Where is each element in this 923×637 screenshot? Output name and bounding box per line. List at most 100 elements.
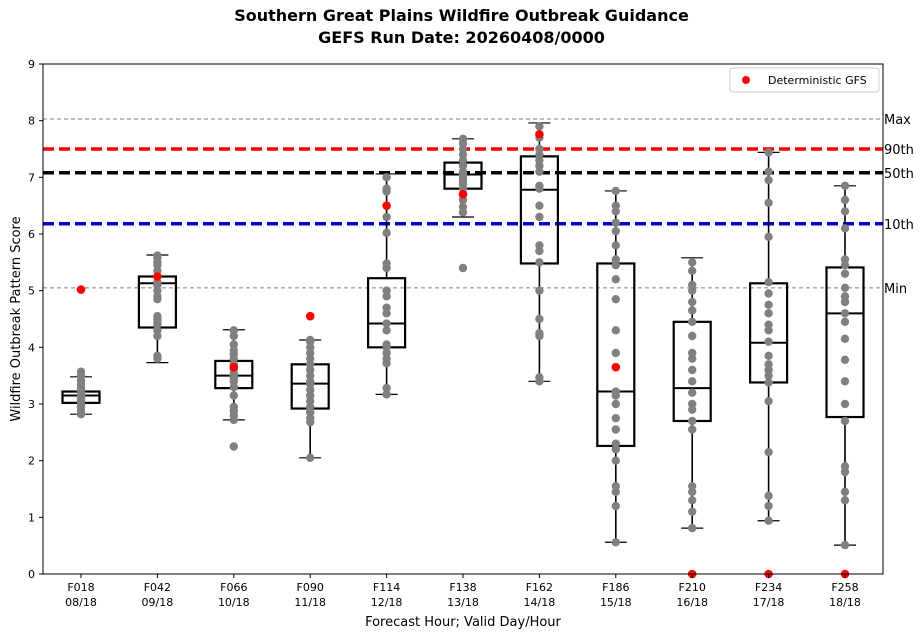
ref-label-90th: 90th	[884, 143, 914, 158]
deterministic-gfs-point	[229, 362, 239, 372]
ensemble-member-point	[611, 538, 620, 547]
ensemble-member-point	[611, 387, 620, 396]
ensemble-member-point	[382, 184, 391, 193]
x-tick-sublabel: 09/18	[142, 596, 174, 609]
ensemble-member-point	[840, 255, 850, 264]
deterministic-gfs-point	[305, 311, 315, 321]
ensemble-member-point	[535, 144, 544, 154]
ensemble-member-point	[229, 402, 238, 412]
ensemble-member-point	[840, 181, 850, 191]
ensemble-member-point	[764, 148, 773, 157]
ensemble-member-point	[840, 496, 850, 505]
ensemble-member-point	[688, 416, 697, 426]
ensemble-member-point	[535, 201, 544, 210]
box-group-f234	[748, 148, 789, 579]
ref-label-max: Max	[884, 113, 911, 128]
ensemble-member-point	[764, 447, 773, 457]
ensemble-member-point	[764, 277, 773, 287]
ensemble-member-point	[611, 399, 620, 409]
ensemble-member-point	[382, 383, 391, 393]
ensemble-member-point	[382, 326, 391, 335]
x-axis-label: Forecast Hour; Valid Day/Hour	[365, 615, 561, 630]
deterministic-gfs-point	[153, 272, 162, 281]
ensemble-member-point	[535, 181, 544, 191]
y-tick-label: 6	[28, 228, 35, 241]
ensemble-member-point	[535, 258, 544, 267]
ensemble-member-point	[764, 351, 773, 361]
ensemble-member-point	[153, 251, 162, 260]
ensemble-member-point	[764, 501, 773, 511]
ensemble-member-point	[382, 390, 391, 399]
box-group-f186	[596, 186, 636, 547]
ensemble-member-point	[535, 241, 544, 250]
x-tick-sublabel: 11/18	[294, 596, 326, 609]
ensemble-member-point	[611, 456, 620, 465]
ensemble-member-point	[764, 300, 773, 310]
ensemble-member-point	[840, 283, 850, 293]
deterministic-gfs-point	[611, 362, 621, 372]
ensemble-member-point	[764, 396, 773, 406]
ensemble-member-point	[611, 186, 620, 196]
ensemble-member-point	[535, 286, 544, 295]
y-tick-label: 4	[28, 341, 35, 354]
ensemble-member-point	[840, 355, 850, 364]
box-group-f090	[290, 311, 330, 463]
ref-label-min: Min	[884, 282, 907, 297]
ensemble-member-point	[840, 399, 850, 409]
deterministic-gfs-point	[382, 201, 391, 210]
ensemble-member-point	[458, 202, 468, 211]
ensemble-member-point	[764, 175, 773, 185]
ensemble-member-point	[764, 378, 773, 387]
ensemble-member-point	[764, 232, 773, 242]
box-group-f210	[672, 257, 712, 579]
ref-label-50th: 50th	[884, 167, 914, 182]
ensemble-member-point	[764, 320, 773, 329]
ensemble-member-point	[764, 337, 773, 346]
ensemble-member-point	[153, 351, 162, 361]
box-group-f162	[519, 122, 560, 386]
deterministic-gfs-point	[535, 129, 544, 139]
ensemble-member-point	[611, 275, 620, 284]
ensemble-member-point	[764, 309, 773, 318]
ensemble-member-point	[382, 212, 391, 222]
x-tick-label: F018	[67, 581, 94, 594]
ensemble-member-point	[153, 311, 162, 321]
ref-label-10th: 10th	[884, 218, 914, 233]
ensemble-member-point	[535, 212, 544, 222]
ensemble-member-point	[688, 280, 697, 290]
ensemble-member-point	[688, 365, 697, 375]
ensemble-member-point	[688, 377, 697, 386]
ensemble-member-point	[535, 373, 544, 382]
ensemble-member-point	[611, 255, 620, 264]
ensemble-member-point	[611, 241, 620, 250]
y-axis: 0 1 2 3 4 5 6 7 8 9	[28, 58, 43, 581]
deterministic-gfs-point	[458, 190, 468, 199]
ensemble-member-point	[764, 516, 773, 525]
ensemble-member-point	[688, 297, 697, 307]
ensemble-member-point	[840, 309, 850, 318]
y-tick-label: 3	[28, 398, 35, 411]
ensemble-member-point	[840, 207, 850, 216]
y-tick-label: 0	[28, 568, 35, 581]
y-tick-label: 7	[28, 171, 35, 184]
ensemble-member-point	[611, 326, 620, 335]
ensemble-member-point	[688, 399, 697, 409]
ensemble-member-point	[382, 319, 391, 328]
box-group-f138	[443, 134, 483, 273]
ensemble-member-point	[688, 317, 697, 327]
ensemble-member-point	[764, 491, 773, 500]
x-tick-label: F210	[679, 581, 706, 594]
ensemble-member-point	[611, 439, 620, 448]
x-tick-label: F162	[526, 581, 553, 594]
ensemble-member-point	[611, 294, 620, 304]
x-tick-sublabel: 14/18	[524, 596, 556, 609]
ensemble-member-point	[76, 367, 86, 376]
ensemble-member-point	[229, 442, 238, 451]
ensemble-member-point	[229, 326, 238, 335]
x-tick-sublabel: 16/18	[676, 596, 708, 609]
ensemble-member-point	[840, 416, 850, 426]
chart-title-line1: Southern Great Plains Wildfire Outbreak …	[234, 6, 689, 25]
ensemble-member-point	[611, 425, 620, 434]
